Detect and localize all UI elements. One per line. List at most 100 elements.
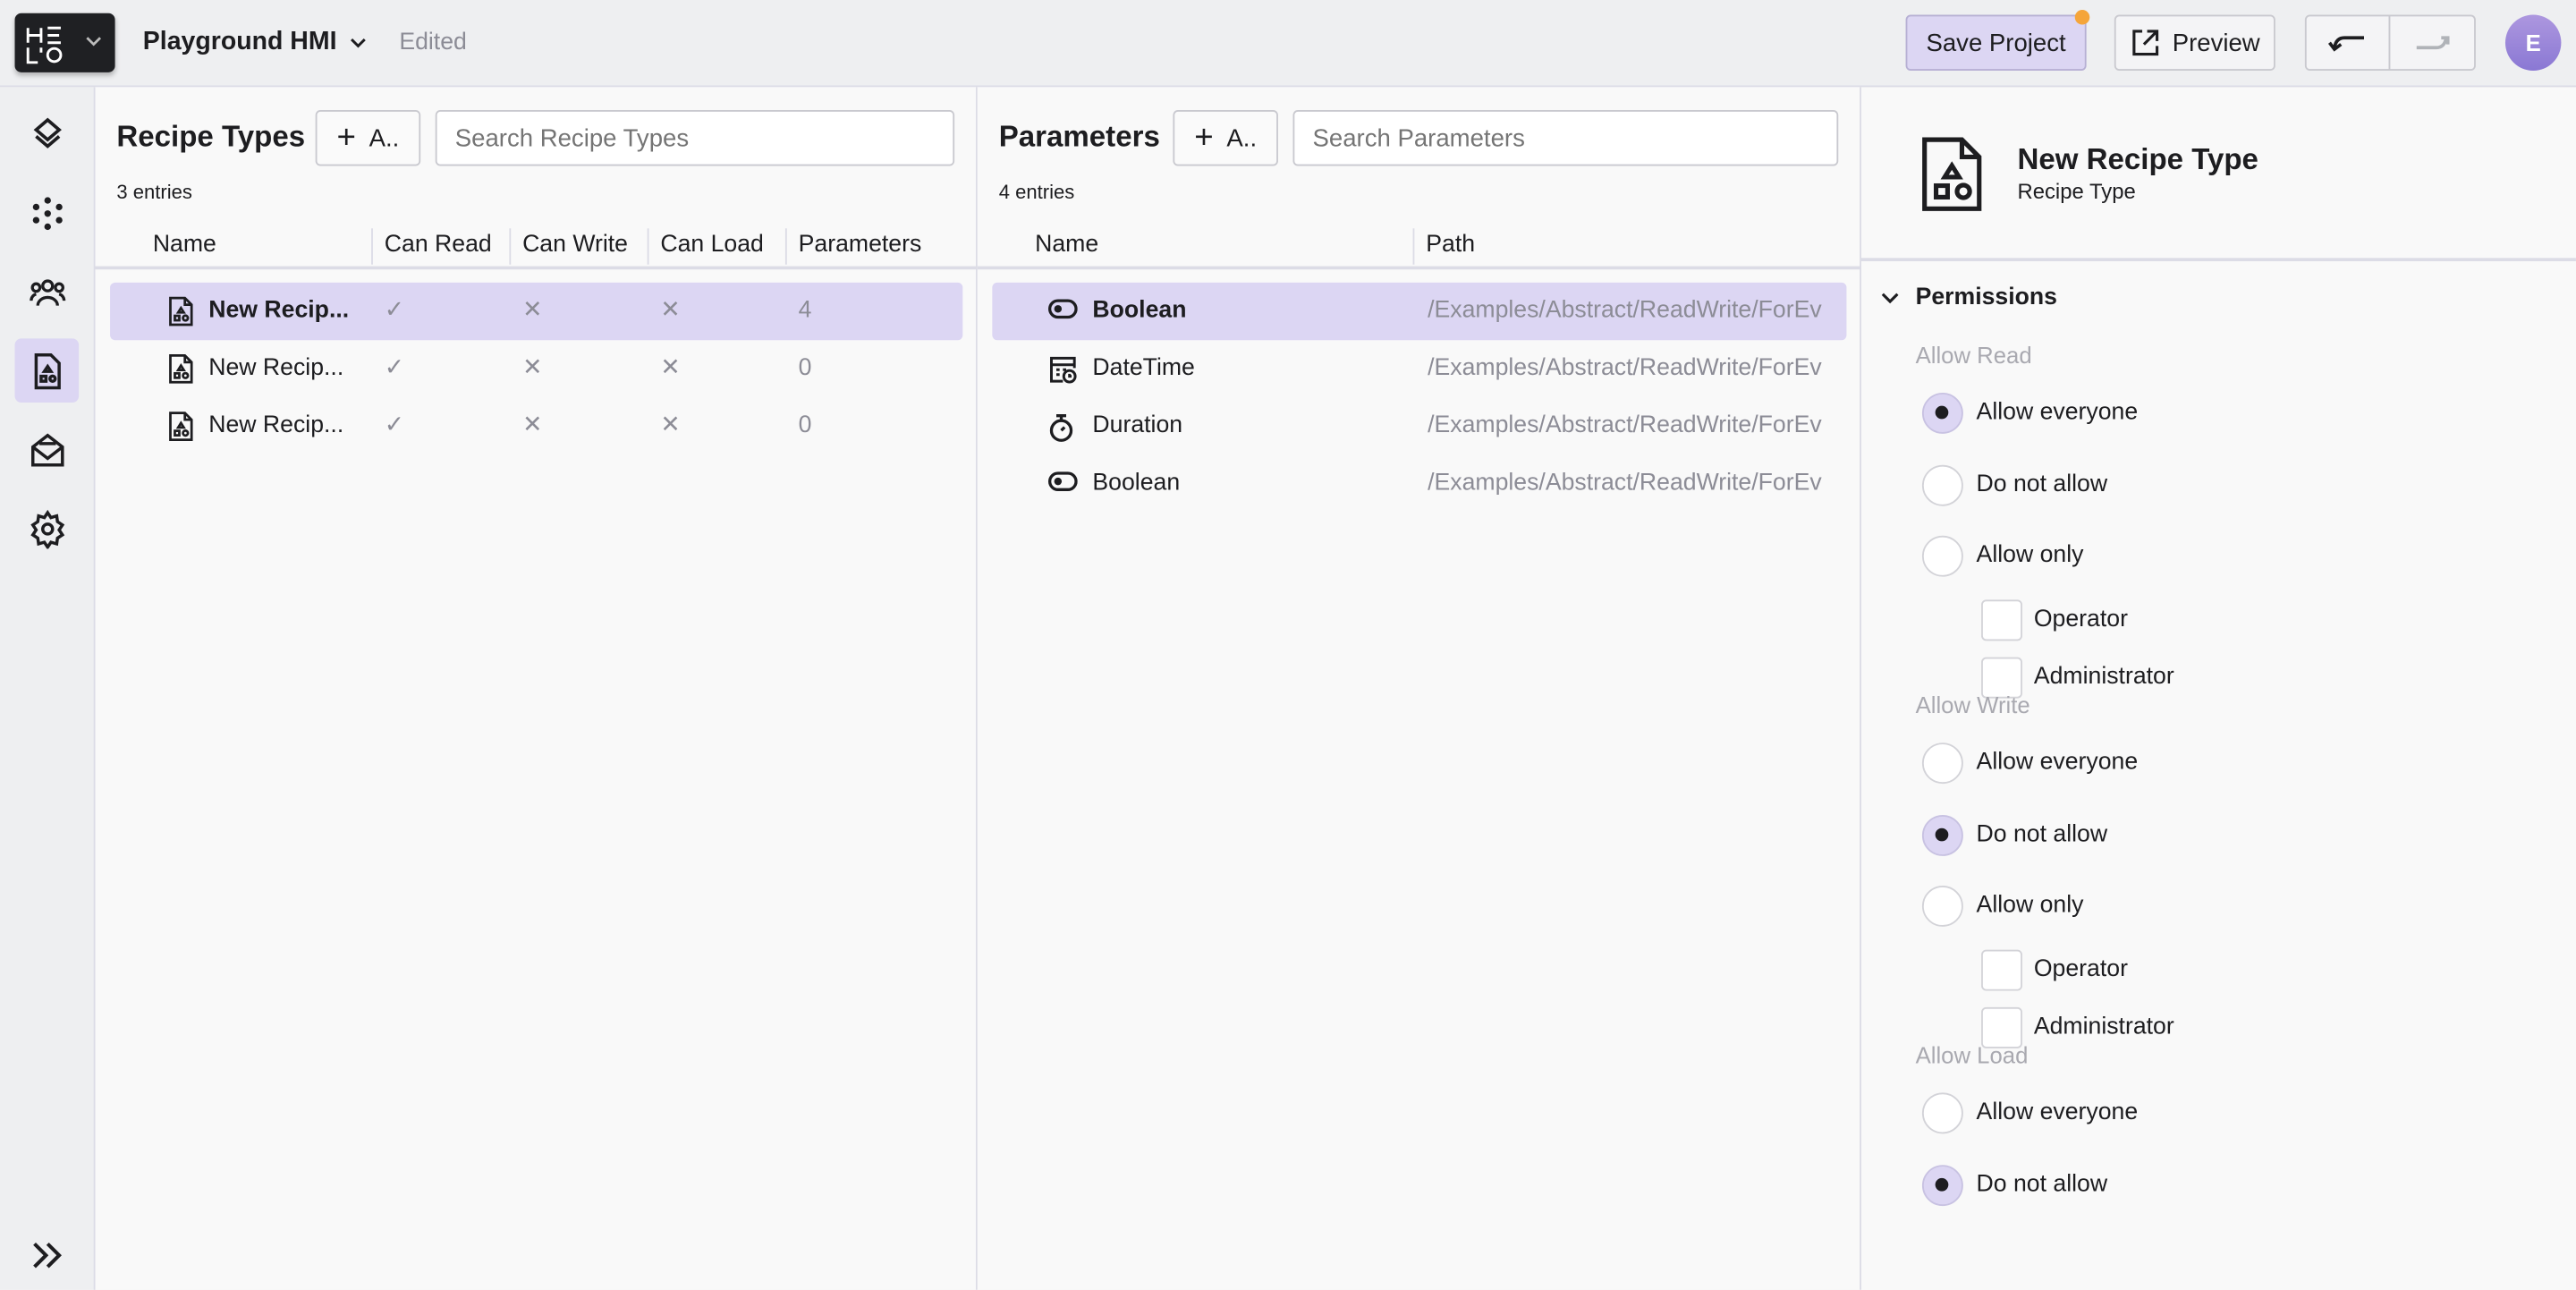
entries-count: 3 entries: [116, 181, 192, 204]
add-parameter-button[interactable]: + A..: [1173, 110, 1278, 166]
radio-button[interactable]: [1921, 814, 1963, 856]
permission-group-label: Allow Load: [1915, 1041, 2029, 1068]
recipe-icon: [33, 352, 60, 389]
checkbox[interactable]: [1981, 949, 2022, 991]
save-project-button[interactable]: Save Project: [1905, 14, 2087, 71]
sidebar-item-layers[interactable]: [15, 102, 80, 166]
radio-option[interactable]: Allow everyone: [1921, 1092, 2250, 1135]
avatar[interactable]: E: [2504, 14, 2562, 71]
mail-icon: [30, 432, 64, 466]
radio-label: Allow only: [1976, 542, 2084, 569]
column-header-can-read[interactable]: Can Read: [384, 231, 492, 259]
undo-icon: [2327, 36, 2365, 52]
radio-option[interactable]: Do not allow: [1921, 814, 2250, 857]
role-checkbox-option[interactable]: Administrator: [1981, 1006, 2309, 1050]
project-name[interactable]: Playground HMI: [142, 28, 337, 56]
logo-menu-button[interactable]: [14, 13, 115, 72]
role-checkbox-option[interactable]: Operator: [1981, 599, 2309, 642]
sidebar-item-messages[interactable]: [15, 418, 80, 482]
radio-label: Do not allow: [1976, 820, 2108, 847]
chevrons-right-icon: [32, 1242, 62, 1268]
column-header-can-load[interactable]: Can Load: [660, 231, 764, 259]
table-row[interactable]: New Recip... ✓ ✕ ✕ 4: [110, 282, 963, 341]
sidebar-item-users[interactable]: [15, 259, 80, 324]
column-header-parameters[interactable]: Parameters: [798, 231, 922, 259]
radio-button[interactable]: [1921, 392, 1963, 434]
sidebar-item-nodes[interactable]: [15, 181, 80, 245]
checkbox[interactable]: [1981, 1006, 2022, 1048]
unsaved-indicator: [2074, 10, 2090, 25]
search-recipe-types-input[interactable]: [435, 110, 955, 166]
table-row[interactable]: New Recip... ✓ ✕ ✕ 0: [110, 397, 962, 454]
role-checkbox-option[interactable]: Operator: [1981, 949, 2309, 993]
sidebar: [0, 87, 96, 1290]
column-divider[interactable]: [647, 228, 649, 265]
parameter-path: /Examples/Abstract/ReadWrite/ForEv: [1428, 470, 1822, 496]
radio-button[interactable]: [1921, 463, 1963, 505]
parameter-name: Boolean: [1092, 470, 1181, 496]
add-recipe-type-button[interactable]: + A..: [315, 110, 421, 166]
radio-button[interactable]: [1921, 1164, 1963, 1206]
column-header-name[interactable]: Name: [152, 231, 216, 259]
table-row[interactable]: Boolean/Examples/Abstract/ReadWrite/ForE…: [992, 455, 1846, 513]
radio-option[interactable]: Allow everyone: [1921, 392, 2250, 436]
chevron-down-icon[interactable]: [1879, 289, 1901, 307]
table-row[interactable]: New Recip... ✓ ✕ ✕ 0: [110, 340, 962, 397]
checkbox[interactable]: [1981, 599, 2022, 641]
expand-sidebar-button[interactable]: [15, 1223, 80, 1287]
radio-button[interactable]: [1921, 535, 1963, 577]
can-write-value: ✕: [522, 412, 543, 439]
radio-label: Allow only: [1976, 892, 2084, 919]
table-row[interactable]: DateTime/Examples/Abstract/ReadWrite/For…: [992, 340, 1846, 397]
column-divider[interactable]: [509, 228, 512, 265]
column-divider[interactable]: [784, 228, 787, 265]
sidebar-item-settings[interactable]: [15, 496, 80, 561]
checkbox[interactable]: [1981, 657, 2022, 699]
checkbox-label: Operator: [2033, 955, 2128, 983]
table-row[interactable]: Duration/Examples/Abstract/ReadWrite/For…: [992, 397, 1846, 454]
parameter-path: /Examples/Abstract/ReadWrite/ForEv: [1428, 412, 1822, 439]
add-label: A..: [1226, 123, 1258, 152]
radio-option[interactable]: Allow everyone: [1921, 743, 2250, 785]
recipe-name: New Recip...: [208, 297, 350, 324]
radio-button[interactable]: [1921, 743, 1963, 785]
redo-button[interactable]: [2388, 14, 2476, 71]
parameter-name: DateTime: [1092, 354, 1195, 382]
edit-status: Edited: [399, 30, 467, 56]
sidebar-item-recipes[interactable]: [14, 338, 80, 403]
radio-button[interactable]: [1921, 1092, 1963, 1134]
datetime-icon: [1048, 355, 1078, 393]
preview-button[interactable]: Preview: [2114, 14, 2275, 71]
parameters-title: Parameters: [998, 120, 1160, 153]
column-divider[interactable]: [1412, 228, 1415, 265]
column-header-path[interactable]: Path: [1426, 231, 1476, 259]
radio-label: Allow everyone: [1976, 749, 2139, 776]
permission-group-label: Allow Write: [1915, 692, 2030, 718]
radio-option[interactable]: Do not allow: [1921, 1164, 2250, 1207]
radio-option[interactable]: Allow only: [1921, 535, 2250, 579]
preview-label: Preview: [2172, 29, 2260, 57]
detail-divider: [1860, 258, 2576, 261]
logo-icon: [26, 26, 102, 64]
layers-icon: [32, 116, 62, 148]
chevron-down-icon[interactable]: [348, 35, 368, 51]
nodes-icon: [31, 196, 62, 230]
radio-option[interactable]: Allow only: [1921, 885, 2250, 929]
radio-option[interactable]: Do not allow: [1921, 463, 2250, 507]
column-divider[interactable]: [371, 228, 373, 265]
detail-title: New Recipe Type: [2017, 142, 2258, 176]
table-row[interactable]: Boolean/Examples/Abstract/ReadWrite/ForE…: [992, 282, 1847, 341]
stopwatch-icon: [1048, 412, 1074, 452]
permissions-section-toggle[interactable]: Permissions: [1915, 284, 2058, 311]
can-read-value: ✓: [384, 297, 405, 324]
column-header-name[interactable]: Name: [1035, 231, 1099, 259]
can-load-value: ✕: [660, 412, 681, 439]
role-checkbox-option[interactable]: Administrator: [1981, 657, 2309, 700]
undo-button[interactable]: [2304, 14, 2391, 71]
redo-icon: [2415, 36, 2449, 50]
recipe-type-icon: [167, 296, 195, 335]
column-header-can-write[interactable]: Can Write: [522, 231, 628, 259]
parameter-name: Boolean: [1092, 297, 1187, 324]
radio-button[interactable]: [1921, 885, 1963, 927]
search-parameters-input[interactable]: [1292, 110, 1839, 166]
